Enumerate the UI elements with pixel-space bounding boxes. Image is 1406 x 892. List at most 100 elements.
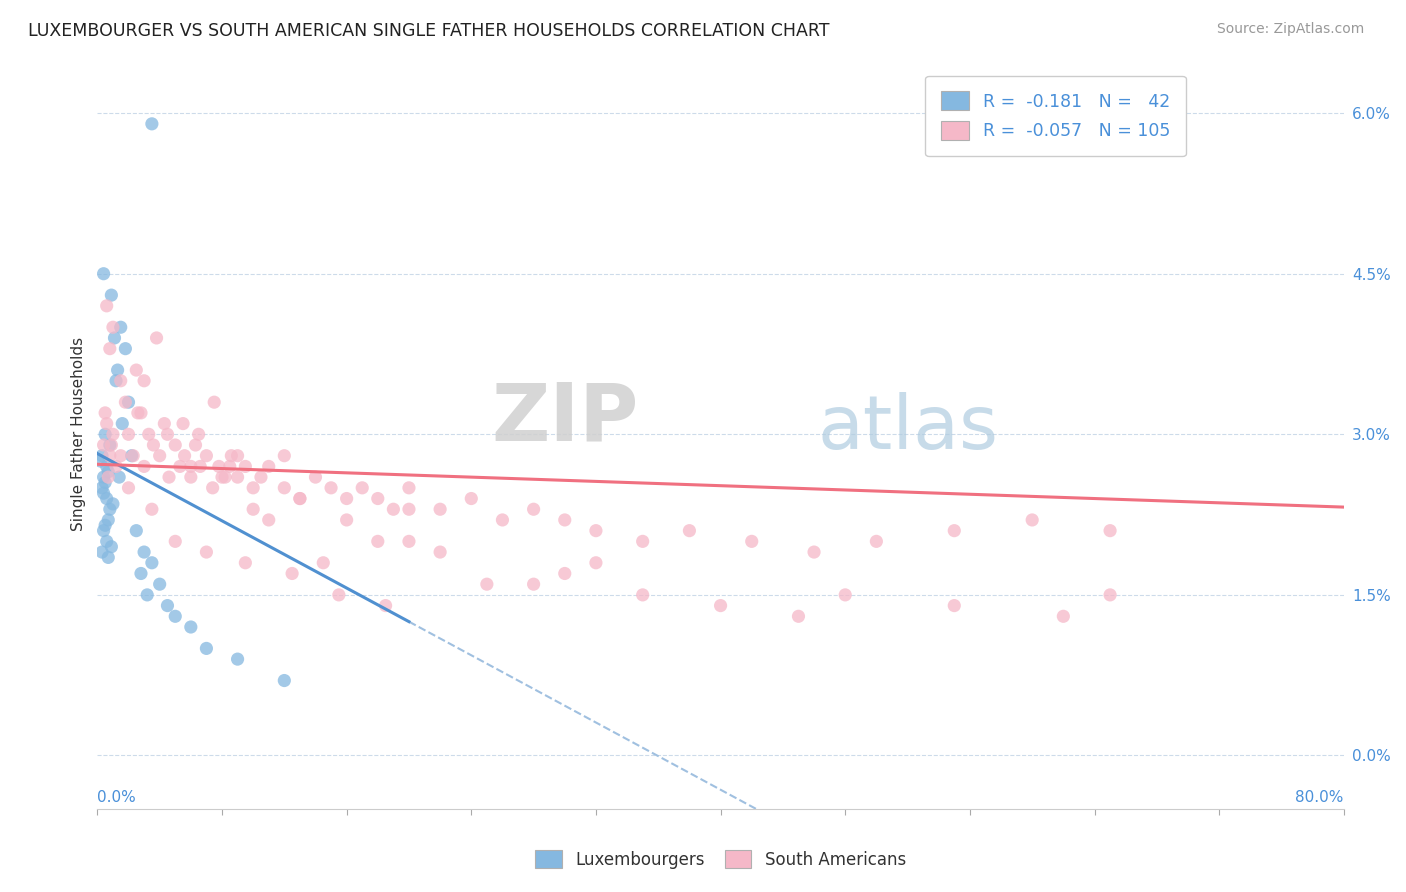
Point — [98, 502, 121, 516]
Point — [91, 449, 114, 463]
Point — [180, 459, 202, 474]
Point — [250, 470, 273, 484]
Point — [631, 534, 654, 549]
Point — [165, 609, 187, 624]
Point — [97, 470, 120, 484]
Point — [1099, 524, 1122, 538]
Point — [110, 320, 132, 334]
Point — [1021, 513, 1043, 527]
Point — [398, 534, 420, 549]
Point — [257, 459, 280, 474]
Point — [98, 342, 121, 356]
Point — [554, 566, 576, 581]
Point — [105, 459, 128, 474]
Point — [101, 497, 124, 511]
Text: ZIP: ZIP — [491, 379, 638, 458]
Point — [242, 502, 264, 516]
Point — [709, 599, 731, 613]
Point — [475, 577, 498, 591]
Point — [96, 491, 118, 506]
Point — [631, 588, 654, 602]
Point — [1099, 588, 1122, 602]
Point — [98, 449, 121, 463]
Point — [554, 513, 576, 527]
Point — [117, 395, 139, 409]
Point — [142, 438, 165, 452]
Point — [110, 449, 132, 463]
Point — [96, 534, 118, 549]
Point — [187, 427, 209, 442]
Point — [235, 459, 257, 474]
Point — [165, 534, 187, 549]
Point — [201, 481, 224, 495]
Point — [114, 395, 136, 409]
Text: Source: ZipAtlas.com: Source: ZipAtlas.com — [1216, 22, 1364, 37]
Point — [91, 545, 114, 559]
Legend: R =  -0.181   N =   42, R =  -0.057   N = 105: R = -0.181 N = 42, R = -0.057 N = 105 — [925, 76, 1185, 156]
Point — [398, 481, 420, 495]
Point — [107, 363, 129, 377]
Point — [110, 374, 132, 388]
Point — [281, 566, 304, 581]
Point — [169, 459, 191, 474]
Point — [180, 470, 202, 484]
Point — [145, 331, 167, 345]
Point — [136, 588, 159, 602]
Point — [235, 556, 257, 570]
Point — [491, 513, 513, 527]
Point — [132, 459, 155, 474]
Text: atlas: atlas — [817, 392, 998, 466]
Point — [141, 556, 163, 570]
Point — [96, 417, 118, 431]
Point — [105, 374, 128, 388]
Point — [101, 320, 124, 334]
Point — [803, 545, 825, 559]
Point — [114, 342, 136, 356]
Point — [288, 491, 311, 506]
Point — [93, 438, 115, 452]
Point — [374, 599, 396, 613]
Point — [132, 374, 155, 388]
Point — [149, 577, 172, 591]
Point — [93, 470, 115, 484]
Point — [94, 406, 117, 420]
Text: 80.0%: 80.0% — [1295, 790, 1344, 805]
Point — [834, 588, 856, 602]
Point — [211, 470, 233, 484]
Point — [202, 395, 225, 409]
Point — [165, 438, 187, 452]
Point — [180, 620, 202, 634]
Point — [208, 459, 231, 474]
Point — [226, 449, 249, 463]
Point — [273, 449, 295, 463]
Point — [865, 534, 887, 549]
Point — [96, 299, 118, 313]
Point — [108, 470, 131, 484]
Point — [221, 449, 243, 463]
Point — [195, 641, 218, 656]
Point — [943, 524, 966, 538]
Point — [678, 524, 700, 538]
Point — [97, 550, 120, 565]
Point — [91, 481, 114, 495]
Point — [195, 449, 218, 463]
Point — [129, 406, 152, 420]
Text: 0.0%: 0.0% — [97, 790, 136, 805]
Point — [153, 417, 176, 431]
Point — [218, 459, 240, 474]
Point — [125, 363, 148, 377]
Point — [429, 545, 451, 559]
Point — [97, 513, 120, 527]
Point — [138, 427, 160, 442]
Point — [122, 449, 145, 463]
Point — [312, 556, 335, 570]
Point — [89, 454, 111, 468]
Point — [242, 481, 264, 495]
Point — [141, 502, 163, 516]
Point — [94, 518, 117, 533]
Point — [367, 534, 389, 549]
Point — [156, 599, 179, 613]
Point — [127, 406, 149, 420]
Point — [93, 524, 115, 538]
Point — [172, 417, 194, 431]
